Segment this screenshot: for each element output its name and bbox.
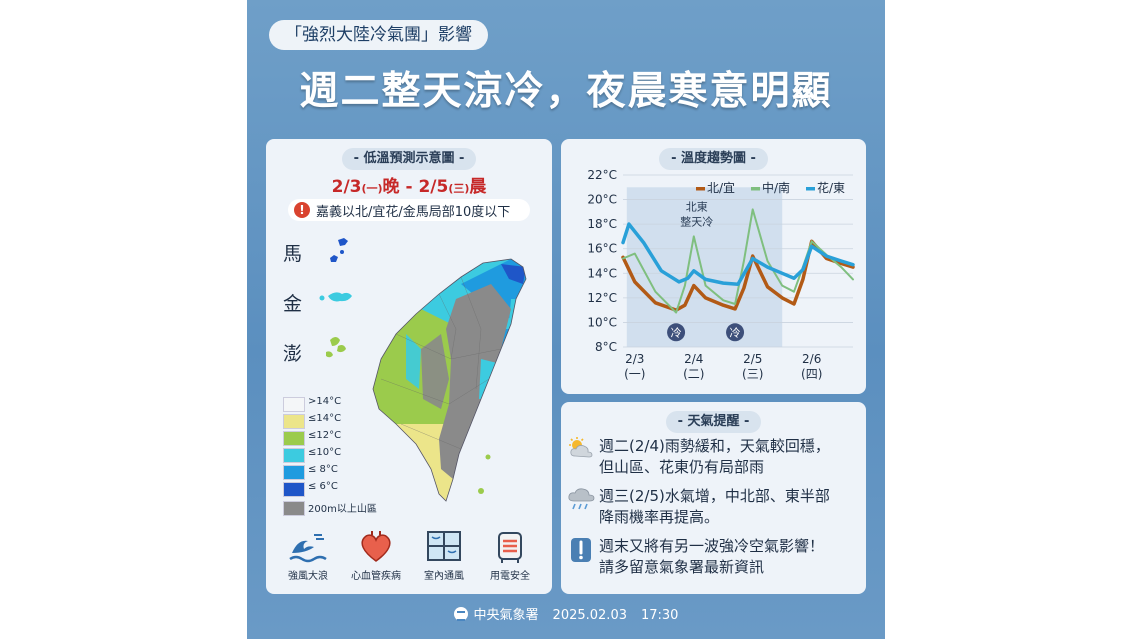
annotation-line1: 北東 [686, 201, 708, 214]
cwa-logo-icon [453, 607, 468, 621]
x-tick-date: 2/4 [684, 352, 703, 366]
x-tick-day: (一) [624, 367, 645, 381]
strong-wind-waves-item: 強風大浪 [278, 529, 338, 582]
y-tick-label: 8°C [595, 340, 617, 354]
cold-marker-label: 冷 [671, 326, 682, 339]
kinmen-label: 金 [283, 293, 303, 315]
cold-marker-icon [667, 323, 686, 342]
headline: 週二整天涼冷，夜晨寒意明顯 [299, 69, 833, 114]
legend-swatch [283, 501, 305, 516]
x-tick-day: (三) [742, 367, 763, 381]
chart-panel-title: - 溫度趨勢圖 - [659, 148, 768, 170]
series-line-3 [621, 222, 855, 287]
tip-text: 週二(2/4)雨勢緩和，天氣較回穩， 但山區、花東仍有局部雨 [599, 437, 830, 476]
cold-marker-label: 冷 [730, 326, 741, 339]
cold-air-mass-tag: 「強烈大陸冷氣團」影響 [269, 20, 488, 50]
cardiovascular-item: 心血管疾病 [346, 529, 406, 582]
agency-name: 中央氣象署 [473, 608, 539, 623]
temperature-trend-chart: 8°C 10°C 12°C 14°C 16°C 18°C 20°C 22°C 2/3(一) 2/4… [587, 168, 855, 381]
series-line-2 [622, 208, 854, 314]
matsu-islands [330, 238, 348, 262]
x-tick-day: (四) [801, 367, 822, 381]
low-temperature-map-panel: - 低溫預測示意圖 - 2/3(一)晚 - 2/5(三)晨 ! 嘉義以北/宜花/… [266, 139, 552, 594]
legend-swatch [751, 187, 760, 191]
weather-infographic: 「強烈大陸冷氣團」影響 週二整天涼冷，夜晨寒意明顯 - 低溫預測示意圖 - 2/… [247, 0, 885, 639]
x-tick-date: 2/5 [743, 352, 762, 366]
legend-swatch [806, 187, 815, 191]
electricity-safety-item: 用電安全 [480, 529, 540, 582]
y-tick-label: 12°C [587, 291, 617, 305]
map-panel-title: - 低溫預測示意圖 - [341, 148, 477, 170]
legend-swatch [283, 397, 305, 412]
forecast-date-range: 2/3(一)晚 - 2/5(三)晨 [331, 177, 487, 197]
green-island [485, 454, 491, 460]
warning-icon: ! [294, 202, 310, 218]
heater-icon [498, 532, 522, 563]
outlying-islands-map [319, 238, 352, 358]
y-tick-label: 16°C [587, 242, 617, 256]
warning-text: 嘉義以北/宜花/金馬局部10度以下 [316, 205, 511, 220]
legend-swatch [283, 465, 305, 480]
legend-swatch [696, 187, 705, 191]
matsu-label: 馬 [283, 243, 303, 265]
orchid-island [478, 488, 484, 494]
weather-reminder-panel: - 天氣提醒 - 週二(2/4)雨勢緩和，天氣較回穩， 但山區、花東仍有局部雨 週… [561, 402, 866, 594]
issue-time: 17:30 [640, 608, 679, 623]
legend-label: 北/宜 [707, 180, 735, 195]
y-tick-label: 14°C [587, 266, 617, 280]
window-icon [427, 531, 461, 561]
kinmen-islands [319, 292, 352, 302]
x-tick-day: (二) [683, 367, 704, 381]
y-tick-label: 22°C [587, 168, 617, 182]
penghu-islands [326, 337, 346, 358]
legend-label: 花/東 [817, 180, 845, 195]
indoor-ventilation-item: 室內通風 [414, 529, 474, 582]
low-temp-warning: ! 嘉義以北/宜花/金馬局部10度以下 [288, 199, 530, 221]
waves-icon [289, 534, 327, 563]
y-tick-label: 18°C [587, 217, 617, 231]
annotation-line2: 整天冷 [680, 214, 713, 228]
taiwan-temperature-map [372, 258, 527, 502]
heart-icon [361, 531, 391, 562]
y-tick-label: 10°C [587, 315, 617, 329]
exclamation-icon [571, 538, 591, 562]
issue-date: 2025.02.03 [552, 608, 627, 623]
legend-swatch [283, 482, 305, 497]
legend-swatch [283, 448, 305, 463]
footer: 中央氣象署 2025.02.03 17:30 [247, 604, 885, 623]
cold-marker-icon [726, 323, 745, 342]
x-tick-date: 2/3 [625, 352, 644, 366]
penghu-label: 澎 [283, 343, 303, 365]
legend-swatch [283, 431, 305, 446]
temperature-trend-panel: - 溫度趨勢圖 - 8°C 10°C 12°C 14°C 16°C 18°C 20°C 22°… [561, 139, 866, 394]
tip-text: 週三(2/5)水氣增，中北部、東半部 降雨機率再提高。 [599, 487, 830, 526]
tips-panel-title: - 天氣提醒 - [665, 411, 762, 433]
x-tick-date: 2/6 [802, 352, 821, 366]
sun-cloud-icon [569, 437, 593, 458]
legend-swatch [283, 414, 305, 429]
rain-cloud-icon [568, 488, 595, 510]
tip-text: 週末又將有另一波強冷空氣影響！ 請多留意氣象署最新資訊 [599, 537, 825, 576]
legend-label: 中/南 [762, 180, 790, 195]
y-tick-label: 20°C [587, 193, 617, 207]
